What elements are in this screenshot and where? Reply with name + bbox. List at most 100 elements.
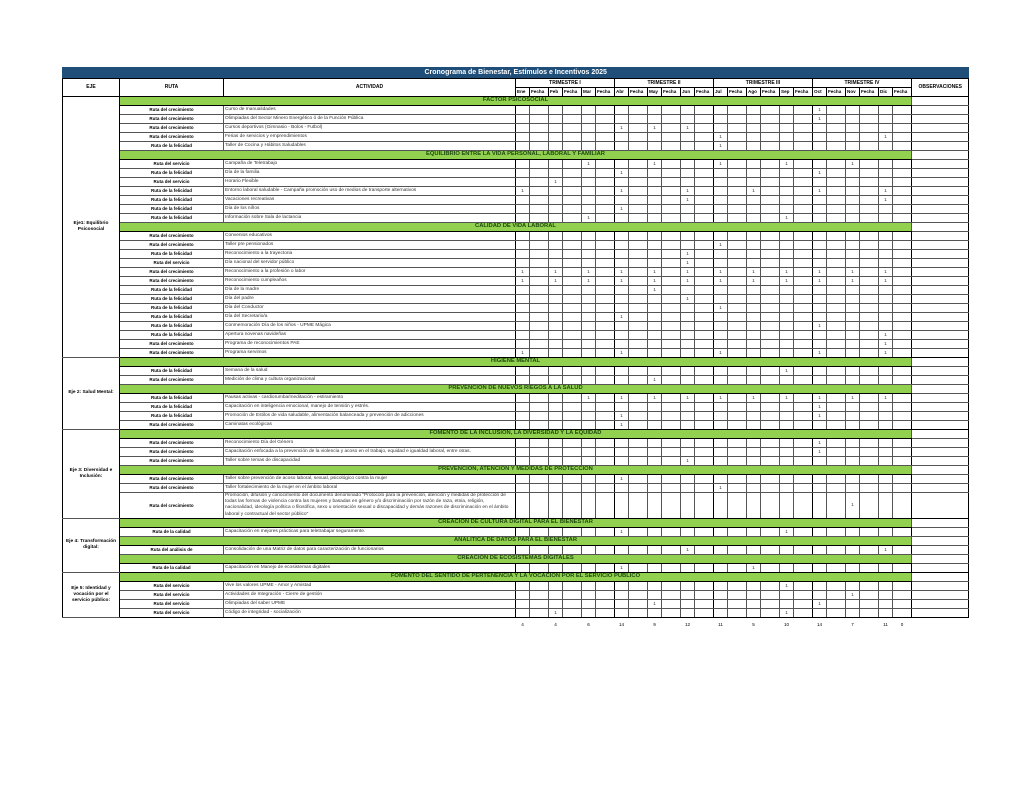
fecha-cell <box>826 276 846 286</box>
fecha-cell <box>859 330 879 340</box>
fecha-cell <box>793 402 813 412</box>
month-cell-ene <box>515 312 530 322</box>
month-cell-may <box>647 330 662 340</box>
observaciones-cell <box>910 96 970 106</box>
month-cell-sep <box>779 285 794 295</box>
month-cell-mar: 1 <box>581 159 596 169</box>
month-cell-sep <box>779 348 794 358</box>
month-cell-dic: 1 <box>878 348 893 358</box>
month-cell-oct <box>812 375 827 385</box>
observaciones-cell <box>910 285 970 295</box>
month-cell-ago <box>746 105 761 115</box>
month-cell-jun <box>680 348 695 358</box>
fecha-cell <box>793 393 813 403</box>
month-cell-jun <box>680 589 695 600</box>
month-cell-sep <box>779 544 794 555</box>
month-cell-oct <box>812 195 827 205</box>
month-cell-mar <box>581 447 596 457</box>
fecha-cell <box>859 267 879 277</box>
observaciones-cell <box>910 535 970 546</box>
column-header-observaciones: OBSERVACIONES <box>910 78 970 97</box>
fecha-cell <box>859 195 879 205</box>
activity-row: Ruta de la felicidad Día de la familia 1 1 <box>63 168 970 178</box>
month-cell-mar <box>581 240 596 250</box>
month-cell-nov <box>845 312 860 322</box>
month-cell-may <box>647 321 662 331</box>
observaciones-cell <box>910 330 970 340</box>
month-cell-abr: 1 <box>614 186 629 196</box>
month-cell-mar <box>581 285 596 295</box>
section-band-row: Eje 4: Transformación digital: CREACIÓN D… <box>62 517 970 573</box>
month-cell-oct: 1 <box>812 447 827 457</box>
month-header-dic: Dic <box>878 87 893 97</box>
month-cell-abr <box>614 294 629 304</box>
month-cell-may <box>647 438 662 448</box>
totals-empty-cell <box>119 617 224 628</box>
month-cell-ene <box>515 177 530 187</box>
fecha-cell <box>727 114 747 124</box>
fecha-cell <box>859 562 879 573</box>
month-cell-dic: 1 <box>878 267 893 277</box>
fecha-cell <box>694 420 714 430</box>
observaciones-cell <box>910 438 970 448</box>
fecha-cell <box>760 267 780 277</box>
month-cell-mar <box>581 330 596 340</box>
month-cell-oct: 1 <box>812 105 827 115</box>
ruta-cell: Ruta del crecimiento <box>119 492 224 519</box>
eje-label: Eje 5: Identidad y vocación por el servi… <box>62 571 120 618</box>
month-cell-abr <box>614 231 629 241</box>
month-cell-dic <box>878 447 893 457</box>
fecha-cell <box>859 114 879 124</box>
fecha-cell <box>760 132 780 142</box>
month-cell-sep: 1 <box>779 366 794 376</box>
month-cell-abr: 1 <box>614 474 629 484</box>
fecha-cell <box>826 258 846 268</box>
fecha-cell <box>595 526 615 537</box>
month-cell-mar <box>581 402 596 412</box>
month-cell-ago: 1 <box>746 186 761 196</box>
month-cell-jun <box>680 438 695 448</box>
month-cell-sep <box>779 186 794 196</box>
total-ago: 5 <box>746 617 761 628</box>
fecha-cell <box>793 544 813 555</box>
month-cell-oct <box>812 492 827 519</box>
month-cell-abr <box>614 492 629 519</box>
fecha-cell <box>595 213 615 223</box>
month-cell-jul <box>713 580 728 591</box>
month-cell-nov <box>845 204 860 214</box>
month-cell-feb <box>548 114 563 124</box>
month-cell-oct: 1 <box>812 114 827 124</box>
column-header-trimestre-2: TRIMESTRE II <box>614 78 714 88</box>
totals-fecha-cell <box>826 617 846 628</box>
fecha-cell <box>595 474 615 484</box>
month-cell-abr: 1 <box>614 204 629 214</box>
fecha-cell <box>628 526 648 537</box>
fecha-cell <box>529 186 549 196</box>
fecha-cell <box>727 526 747 537</box>
observaciones-cell <box>910 222 970 232</box>
fecha-cell <box>694 339 714 349</box>
month-cell-jul <box>713 339 728 349</box>
fecha-cell <box>628 132 648 142</box>
fecha-cell <box>694 267 714 277</box>
fecha-cell <box>529 177 549 187</box>
fecha-cell <box>529 114 549 124</box>
month-cell-may <box>647 411 662 421</box>
month-cell-nov: 1 <box>845 267 860 277</box>
month-cell-oct: 1 <box>812 267 827 277</box>
fecha-cell <box>562 186 582 196</box>
observaciones-cell <box>910 303 970 313</box>
month-cell-ago <box>746 411 761 421</box>
month-cell-feb <box>548 258 563 268</box>
fecha-cell <box>859 526 879 537</box>
month-cell-ene <box>515 598 530 609</box>
month-cell-may <box>647 366 662 376</box>
fecha-cell <box>892 276 912 286</box>
fecha-cell <box>628 204 648 214</box>
month-cell-jul <box>713 375 728 385</box>
fecha-cell <box>892 607 912 618</box>
month-cell-sep: 1 <box>779 213 794 223</box>
fecha-cell <box>892 213 912 223</box>
month-cell-dic <box>878 303 893 313</box>
month-cell-may: 1 <box>647 159 662 169</box>
